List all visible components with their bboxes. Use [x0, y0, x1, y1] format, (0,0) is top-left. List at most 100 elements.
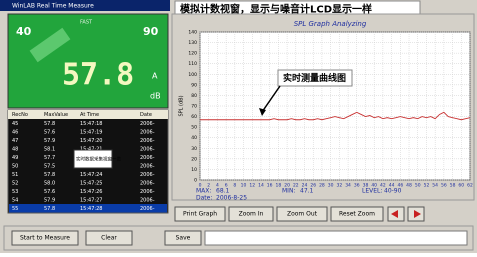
y-tick-label: 140: [188, 30, 197, 36]
table-cell: 15:47:18: [80, 121, 102, 127]
stat-label: MAX:: [196, 188, 211, 195]
x-tick-label: 12: [249, 183, 255, 189]
table-header-cell: RecNo: [12, 112, 28, 118]
x-tick-label: 16: [267, 183, 273, 189]
x-tick-label: 32: [336, 183, 342, 189]
lcd-weighting: A: [152, 72, 158, 81]
table-cell: 57.9: [44, 138, 55, 144]
table-cell: 2006-: [140, 164, 155, 170]
table-cell: 57.6: [44, 189, 55, 195]
stat-label: Date:: [196, 195, 212, 202]
x-tick-label: 34: [345, 183, 351, 189]
table-cell: 15:47:27: [80, 198, 102, 204]
y-tick-label: 40: [191, 135, 197, 141]
y-tick-label: 70: [191, 104, 197, 110]
stat-value: 68.1: [216, 188, 230, 195]
button-label: Zoom Out: [287, 211, 318, 218]
x-tick-label: 8: [233, 183, 236, 189]
table-cell: 46: [12, 130, 18, 136]
lcd-mode: FAST: [80, 20, 93, 26]
table-cell: 57.5: [44, 164, 55, 170]
y-tick-label: 60: [191, 114, 197, 120]
x-tick-label: 30: [328, 183, 334, 189]
table-cell: 57.9: [44, 198, 55, 204]
table-cell: 49: [12, 155, 18, 161]
stat-value: 47.1: [300, 188, 314, 195]
lcd-range-low: 40: [16, 25, 32, 38]
x-tick-label: 10: [241, 183, 247, 189]
page: WinLAB Real Time Measure 模拟计数视窗，显示与噪音计LC…: [0, 0, 477, 253]
x-tick-label: 48: [406, 183, 412, 189]
button-label: Reset Zoom: [339, 211, 375, 218]
table-cell: 57.8: [44, 121, 55, 127]
stat-value: 40-90: [384, 188, 402, 195]
x-tick-label: 28: [319, 183, 325, 189]
table-cell: 57.8: [44, 206, 55, 212]
lcd-range-high: 90: [143, 25, 159, 38]
table-cell: 47: [12, 138, 18, 144]
table-header-cell: At Time: [80, 112, 99, 118]
table-cell: 52: [12, 181, 18, 187]
table-cell: 2006-: [140, 206, 155, 212]
table-cell: 2006-: [140, 181, 155, 187]
button-label: Zoom In: [239, 211, 264, 218]
app-window: WinLAB Real Time Measure 模拟计数视窗，显示与噪音计LC…: [0, 0, 477, 253]
y-tick-label: 90: [191, 82, 197, 88]
table-cell: 51: [12, 172, 18, 178]
table-cell: 55: [12, 206, 18, 212]
stat-label: MIN:: [282, 188, 295, 195]
y-tick-label: 110: [188, 61, 197, 67]
table-cell: 45: [12, 121, 18, 127]
stat-label: LEVEL:: [362, 188, 382, 195]
x-tick-label: 58: [450, 183, 456, 189]
table-cell: 57.8: [44, 172, 55, 178]
y-tick-label: 100: [188, 72, 197, 78]
table-cell: 15:47:24: [80, 172, 102, 178]
file-input[interactable]: [205, 231, 467, 245]
table-cell: 2006-: [140, 172, 155, 178]
table-cell: 48: [12, 147, 18, 153]
callout-table: 实时数据采集视窗一览: [76, 156, 121, 163]
y-axis-label: SPL (dB): [179, 95, 185, 116]
table-header-cell: Date: [140, 112, 152, 118]
x-tick-label: 52: [424, 183, 430, 189]
x-tick-label: 14: [258, 183, 264, 189]
stat-value: 2006-8-25: [216, 195, 247, 202]
table-cell: 2006-: [140, 147, 155, 153]
table-cell: 50: [12, 164, 18, 170]
y-tick-label: 120: [188, 51, 197, 57]
x-tick-label: 62: [467, 183, 473, 189]
x-tick-label: 60: [458, 183, 464, 189]
table-cell: 2006-: [140, 155, 155, 161]
table-header-cell: MaxValue: [44, 112, 68, 118]
table-cell: 2006-: [140, 121, 155, 127]
x-tick-label: 36: [354, 183, 360, 189]
table-cell: 54: [12, 198, 18, 204]
y-tick-label: 130: [188, 40, 197, 46]
table-cell: 2006-: [140, 189, 155, 195]
y-tick-label: 30: [191, 146, 197, 152]
x-tick-label: 50: [415, 183, 421, 189]
callout-curve: 实时测量曲线图: [283, 72, 346, 84]
table-cell: 2006-: [140, 198, 155, 204]
button-label: Clear: [101, 235, 117, 242]
table-cell: 15:47:20: [80, 138, 102, 144]
button-label: Start to Measure: [20, 235, 70, 242]
table-cell: 58.1: [44, 147, 55, 153]
button-label: Print Graph: [183, 211, 217, 218]
y-tick-label: 50: [191, 125, 197, 131]
table-cell: 2006-: [140, 130, 155, 136]
graph-title: SPL Graph Analyzing: [294, 20, 367, 28]
table-cell: 53: [12, 189, 18, 195]
x-tick-label: 18: [276, 183, 282, 189]
y-tick-label: 80: [191, 93, 197, 99]
table-cell: 15:47:28: [80, 206, 102, 212]
x-tick-label: 56: [441, 183, 447, 189]
table-cell: 57.7: [44, 155, 55, 161]
x-tick-label: 54: [432, 183, 438, 189]
table-cell: 58.0: [44, 181, 55, 187]
table-cell: 15:47:26: [80, 189, 102, 195]
table-cell: 57.6: [44, 130, 55, 136]
table-cell: 15:47:19: [80, 130, 102, 136]
y-tick-label: 20: [191, 156, 197, 162]
